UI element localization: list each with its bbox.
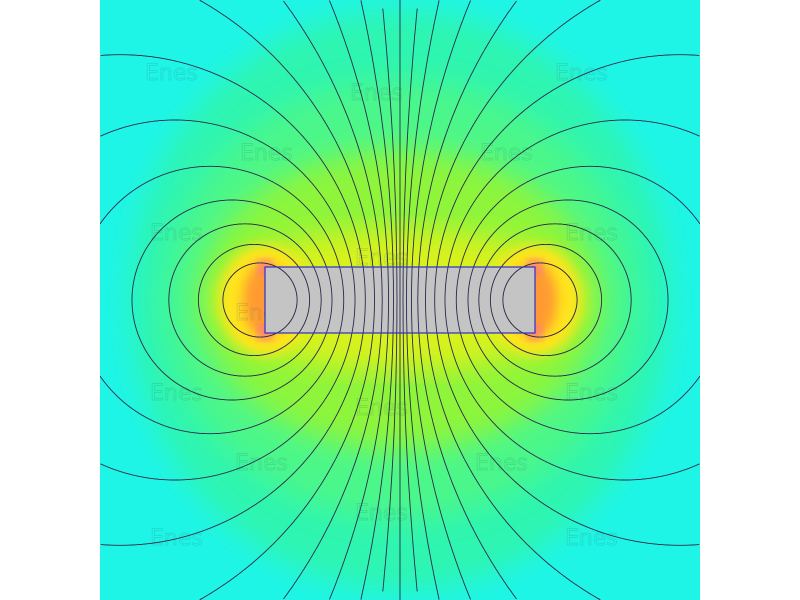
field-line — [131, 199, 333, 401]
field-line — [425, 0, 601, 600]
field-line — [402, 8, 418, 592]
field-line — [283, 0, 383, 600]
field-line — [222, 262, 298, 338]
watermark-logo: Enes — [480, 141, 533, 166]
field-line — [100, 165, 345, 435]
field-line — [411, 0, 472, 600]
watermark-logo: Enes — [475, 451, 528, 476]
field-lines — [100, 0, 700, 600]
watermark-logo: Enes — [565, 381, 618, 406]
watermark-logo: Enes — [235, 451, 288, 476]
field-line — [328, 0, 389, 600]
field-line — [478, 223, 632, 377]
field-line — [100, 119, 356, 481]
watermark-logo: Enes — [355, 501, 408, 526]
field-line — [417, 0, 517, 600]
watermark-logo: Enes — [555, 61, 608, 86]
field-line — [406, 0, 440, 600]
field-line — [100, 54, 366, 546]
field-line — [168, 223, 322, 377]
field-line — [382, 8, 398, 592]
watermark-logo: Enes — [565, 526, 618, 551]
field-line — [502, 262, 578, 338]
field-line — [489, 243, 603, 357]
field-line — [455, 165, 700, 435]
watermark-logo: Enes — [150, 381, 203, 406]
field-line — [444, 119, 700, 481]
magnet-outline — [264, 266, 536, 334]
watermark-logo: Enes — [150, 221, 203, 246]
field-line — [467, 199, 669, 401]
field-line — [434, 54, 700, 546]
field-line — [360, 0, 394, 600]
field-line — [197, 243, 311, 357]
field-line — [199, 0, 375, 600]
